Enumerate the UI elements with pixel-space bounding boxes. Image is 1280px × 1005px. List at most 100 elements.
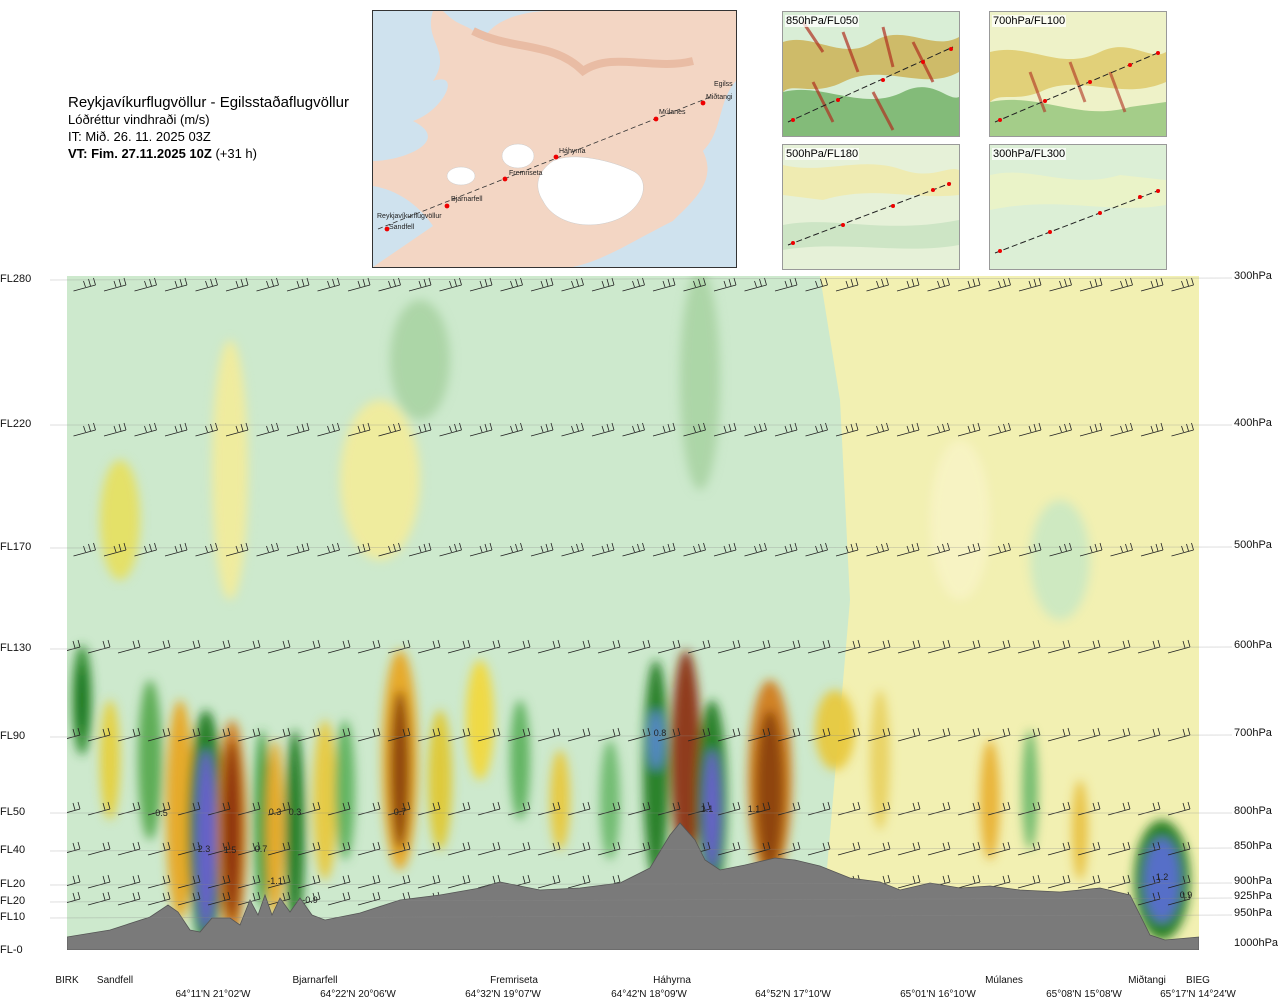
wind-barb: [627, 801, 651, 816]
wind-barb: [439, 542, 462, 557]
wind-barb: [1140, 277, 1164, 292]
wind-barb: [237, 727, 261, 742]
value-label: 0.3: [269, 807, 282, 817]
wind-barb: [683, 542, 706, 557]
field-cell: [254, 730, 270, 910]
wind-barb: [164, 422, 188, 437]
wind-barb: [267, 727, 291, 742]
waypoint-label: Bjarnarfell: [292, 975, 338, 986]
wind-barb: [988, 277, 1011, 292]
flight-level-label: FL130: [0, 642, 32, 654]
wind-barb: [387, 727, 411, 742]
inset-850hpa: 850hPa/FL050: [782, 11, 960, 137]
field-cell: [980, 740, 1000, 860]
inset-500hpa: 500hPa/FL180: [782, 144, 960, 270]
pressure-level-label: 925hPa: [1234, 890, 1272, 902]
wind-barb: [622, 422, 645, 437]
wind-barb: [777, 639, 801, 654]
wind-barb: [117, 841, 141, 856]
wind-barb: [927, 727, 951, 742]
wind-barb: [987, 801, 1011, 816]
wind-barb: [297, 874, 321, 889]
route-map-svg: [373, 11, 736, 267]
value-label: 0.7: [394, 807, 407, 817]
field-cell: [671, 650, 701, 870]
wind-barb: [713, 277, 737, 292]
value-label: 0.3: [289, 807, 302, 817]
wind-barb: [717, 841, 741, 856]
pressure-level-label: 400hPa: [1234, 417, 1272, 429]
wind-barb: [897, 639, 921, 654]
field-cell: [285, 730, 305, 930]
coordinate-label: 64°52'N 17°10'W: [755, 989, 831, 1000]
pressure-level-label: 850hPa: [1234, 840, 1272, 852]
wind-barb: [327, 727, 351, 742]
wind-barb: [177, 727, 201, 742]
inset-label: 300hPa/FL300: [992, 148, 1067, 160]
field-cell: [100, 460, 140, 580]
wind-barb: [1107, 727, 1131, 742]
wind-barb: [988, 422, 1011, 437]
wind-barb: [87, 727, 111, 742]
wind-barb: [627, 841, 651, 856]
terrain-profile: [67, 822, 1199, 950]
wind-barb: [807, 639, 831, 654]
valid-time-label: VT: Fim. 27.11.2025 10Z: [68, 146, 212, 161]
wind-barb: [530, 422, 554, 437]
wind-barb: [147, 801, 171, 816]
wind-barb: [927, 639, 951, 654]
waypoint-label: Múlanes: [985, 975, 1023, 986]
wind-barb: [987, 841, 1011, 856]
wind-barb: [177, 639, 201, 654]
wind-barb: [1018, 542, 1042, 557]
field-cell: [196, 750, 216, 930]
waypoint-label: Miðtangi: [1128, 975, 1166, 986]
wind-barb: [537, 874, 561, 889]
wind-barb: [622, 277, 645, 292]
wind-barb: [1107, 639, 1131, 654]
wind-barb: [867, 801, 891, 816]
field-cell: [550, 750, 570, 850]
map-town-label: Sandfell: [389, 224, 415, 231]
level-line: [49, 646, 1233, 650]
wind-barb: [537, 841, 561, 856]
wind-barb: [134, 542, 157, 557]
coordinate-label: 64°32'N 19°07'W: [465, 989, 541, 1000]
wind-barb: [237, 801, 261, 816]
wind-barb: [1110, 277, 1133, 292]
wind-barb: [207, 639, 231, 654]
field-cell: [100, 700, 120, 820]
wind-barb: [357, 891, 381, 906]
wind-barb: [1047, 727, 1071, 742]
wind-barb: [469, 422, 493, 437]
wind-barb: [117, 891, 141, 906]
wind-barb: [387, 801, 411, 816]
level-line: [49, 847, 1233, 852]
field-cell: [649, 710, 663, 770]
field-cell: [266, 740, 284, 920]
wind-barb: [378, 277, 401, 292]
wind-barb: [687, 801, 711, 816]
wind-barb: [347, 277, 371, 292]
value-label: 1.1: [701, 804, 714, 814]
field-cell: [704, 750, 720, 870]
waypoint-label: Háhyrna: [653, 975, 691, 986]
wind-barb: [417, 727, 441, 742]
wind-barb: [117, 801, 141, 816]
wind-barb: [897, 874, 921, 889]
wind-barb: [866, 277, 889, 292]
pressure-level-label: 900hPa: [1234, 875, 1272, 887]
wind-barb: [477, 801, 501, 816]
wind-barb: [897, 801, 921, 816]
wind-barb: [237, 639, 261, 654]
wind-barb: [447, 874, 471, 889]
wind-barb: [896, 422, 920, 437]
field-cell: [138, 680, 162, 840]
wind-barb: [1047, 841, 1071, 856]
field-cell: [223, 740, 241, 920]
flight-level-label: FL220: [0, 418, 32, 430]
wind-barb: [297, 801, 321, 816]
map-town-label: Egilss: [714, 81, 733, 88]
wind-barb: [927, 801, 951, 816]
wind-barb: [957, 277, 981, 292]
